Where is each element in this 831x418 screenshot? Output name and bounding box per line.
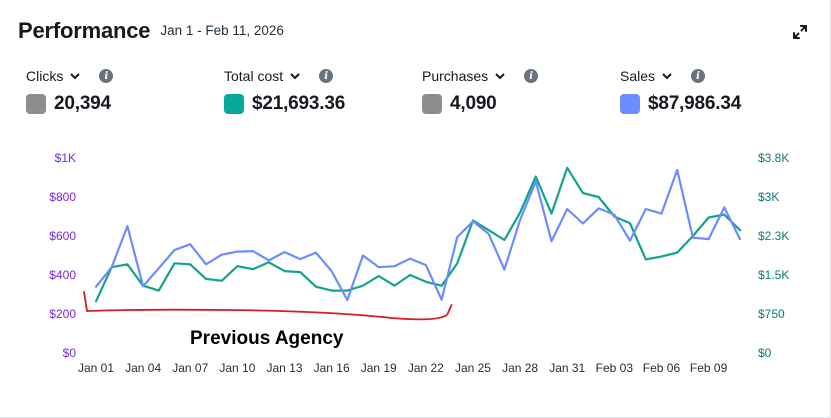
performance-chart: $0 $200 $400 $600 $800 $1K $0 $750 $1.5K $2.3K $3… — [49, 151, 789, 375]
right-tick-label: $0 — [758, 346, 772, 360]
x-tick-label: Jan 04 — [125, 361, 161, 375]
right-tick-label: $3.8K — [758, 151, 789, 165]
x-tick-label: Feb 03 — [596, 361, 634, 375]
chevron-down-icon[interactable] — [494, 70, 506, 82]
page-title: Performance — [18, 18, 151, 43]
x-tick-label: Jan 28 — [502, 361, 538, 375]
x-tick-label: Jan 19 — [361, 361, 397, 375]
card-header: Performance Jan 1 - Feb 11, 2026 — [18, 18, 284, 44]
left-tick-label: $400 — [49, 268, 76, 282]
x-tick-label: Jan 10 — [219, 361, 255, 375]
series-line-sales[interactable] — [94, 168, 742, 302]
chevron-down-icon[interactable] — [289, 70, 301, 82]
right-tick-label: $750 — [758, 307, 785, 321]
right-axis: $0 $750 $1.5K $2.3K $3K $3.8K — [758, 151, 789, 360]
metric-swatch-purchases[interactable] — [422, 94, 442, 114]
right-tick-label: $2.3K — [758, 229, 789, 243]
info-icon[interactable]: i — [691, 69, 706, 83]
metric-value-sales: $87,986.34 — [648, 93, 742, 114]
metric-sales: Sales i $87,986.34 — [620, 66, 741, 115]
left-tick-label: $800 — [49, 190, 76, 204]
x-tick-label: Jan 25 — [455, 361, 491, 375]
x-axis: Jan 01 Jan 04 Jan 07 Jan 10 Jan 13 Jan 16 Jan … — [78, 361, 728, 375]
info-icon[interactable]: i — [524, 69, 539, 83]
date-range[interactable]: Jan 1 - Feb 11, 2026 — [160, 23, 284, 38]
metric-label-sales[interactable]: Sales — [620, 68, 656, 84]
x-tick-label: Jan 13 — [266, 361, 302, 375]
left-tick-label: $1K — [55, 151, 76, 165]
right-tick-label: $1.5K — [758, 268, 789, 282]
x-tick-label: Jan 16 — [314, 361, 350, 375]
annotation-bracket — [83, 291, 453, 321]
metric-label-total-cost[interactable]: Total cost — [224, 68, 284, 84]
metric-purchases: Purchases i 4,090 — [422, 66, 539, 115]
metric-value-clicks: 20,394 — [54, 93, 111, 114]
x-tick-label: Jan 07 — [172, 361, 208, 375]
left-tick-label: $0 — [63, 346, 77, 360]
metric-value-total-cost: $21,693.36 — [252, 93, 346, 114]
info-icon[interactable]: i — [99, 69, 114, 83]
metric-total-cost: Total cost i $21,693.36 — [224, 66, 345, 115]
x-tick-label: Feb 06 — [643, 361, 681, 375]
metric-swatch-clicks[interactable] — [26, 94, 46, 114]
x-tick-label: Jan 01 — [78, 361, 114, 375]
metric-swatch-sales[interactable] — [620, 94, 640, 114]
chevron-down-icon[interactable] — [661, 70, 673, 82]
annotation-layer: Previous Agency — [83, 291, 453, 349]
right-tick-label: $3K — [758, 190, 779, 204]
x-tick-label: Jan 22 — [408, 361, 444, 375]
x-tick-label: Jan 31 — [549, 361, 585, 375]
metric-value-purchases: 4,090 — [450, 93, 497, 114]
metric-label-clicks[interactable]: Clicks — [26, 68, 64, 84]
x-tick-label: Feb 09 — [690, 361, 728, 375]
metric-swatch-total-cost[interactable] — [224, 94, 244, 114]
left-tick-label: $600 — [49, 229, 76, 243]
series-layer — [94, 166, 742, 303]
info-icon[interactable]: i — [319, 69, 334, 83]
left-tick-label: $200 — [49, 307, 76, 321]
metric-clicks: Clicks i 20,394 — [26, 66, 114, 115]
metric-label-purchases[interactable]: Purchases — [422, 68, 489, 84]
left-axis: $0 $200 $400 $600 $800 $1K — [49, 151, 76, 360]
chevron-down-icon[interactable] — [69, 70, 81, 82]
series-line-total-cost[interactable] — [94, 166, 742, 303]
expand-icon[interactable] — [792, 24, 808, 40]
annotation-label: Previous Agency — [190, 328, 344, 349]
